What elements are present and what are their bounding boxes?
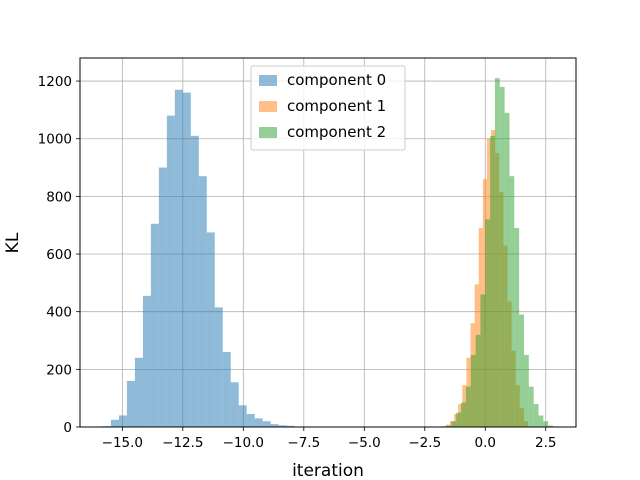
- histogram-bar: [519, 314, 524, 427]
- histogram-bar: [262, 421, 271, 427]
- histogram-bar: [230, 382, 239, 427]
- histogram-bar: [465, 386, 471, 427]
- legend-label: component 1: [287, 97, 386, 115]
- y-tick-label: 600: [46, 247, 72, 263]
- histogram-bar: [198, 176, 207, 427]
- histogram-bar: [254, 418, 263, 427]
- histogram-bar: [246, 414, 255, 427]
- histogram-bar: [528, 386, 534, 427]
- histogram-bars: [102, 78, 558, 427]
- histogram-bar: [286, 425, 295, 427]
- histogram-bar: [475, 334, 481, 427]
- x-axis-ticks: −15.0 −12.5 −10.0 −7.5 −5.0 −2.5 0.0 2.5: [102, 427, 556, 451]
- histogram-bar: [166, 115, 175, 427]
- histogram-bar: [456, 412, 462, 427]
- plot-frame: [79, 57, 577, 428]
- histogram-bar: [110, 419, 119, 427]
- series-2-bars: [446, 78, 558, 427]
- histogram-bar: [270, 424, 279, 427]
- histogram-bar: [222, 352, 231, 427]
- histogram-bar: [490, 135, 495, 427]
- histogram-bar: [538, 415, 544, 427]
- histogram-bar: [174, 89, 183, 427]
- series-0-bars: [102, 89, 295, 427]
- histogram-bar: [454, 414, 459, 427]
- y-tick-label: 400: [46, 305, 72, 321]
- histogram-bar: [504, 112, 510, 427]
- histogram-bar: [278, 425, 287, 427]
- histogram-bar: [451, 421, 457, 427]
- histogram-bar: [126, 380, 135, 427]
- legend-label: component 2: [287, 123, 386, 141]
- x-tick-label: −2.5: [408, 435, 441, 451]
- x-tick-label: 0.0: [475, 435, 496, 451]
- histogram-bar: [182, 92, 191, 427]
- histogram-bar: [446, 425, 452, 427]
- histogram-bar: [533, 403, 539, 427]
- y-tick-label: 1200: [38, 74, 72, 90]
- y-tick-label: 800: [46, 189, 72, 205]
- legend-swatch: [259, 75, 277, 86]
- histogram-bar: [134, 357, 143, 427]
- y-tick-label: 1000: [38, 132, 72, 148]
- x-tick-label: −7.5: [287, 435, 320, 451]
- x-tick-label: −12.5: [162, 435, 203, 451]
- histogram-bar: [158, 167, 167, 427]
- histogram-bar: [480, 294, 486, 427]
- x-tick-label: −10.0: [223, 435, 264, 451]
- x-tick-label: 2.5: [535, 435, 556, 451]
- histogram-bar: [509, 176, 515, 427]
- y-tick-label: 0: [63, 420, 72, 436]
- legend-swatch: [259, 127, 277, 138]
- x-tick-label: −5.0: [348, 435, 381, 451]
- x-tick-label: −15.0: [102, 435, 143, 451]
- y-axis-ticks: 0 200 400 600 800 1000 1200: [38, 74, 80, 436]
- legend-box: [250, 65, 406, 151]
- y-tick-label: 200: [46, 362, 72, 378]
- x-axis-label: iteration: [292, 461, 364, 480]
- legend: component 0 component 1 component 2: [250, 65, 406, 151]
- histogram-bar: [206, 232, 215, 427]
- histogram-bar: [523, 354, 529, 427]
- histogram-bar: [142, 295, 151, 427]
- histogram-bar: [461, 402, 466, 427]
- histogram-bar: [214, 307, 223, 427]
- histogram-bar: [494, 78, 500, 427]
- histogram-bar: [238, 405, 247, 427]
- histogram-bar: [514, 228, 520, 427]
- histogram-bar: [485, 219, 491, 427]
- legend-swatch: [259, 101, 277, 112]
- histogram-bar: [543, 421, 549, 427]
- histogram-bar: [470, 354, 476, 427]
- histogram-bar: [548, 425, 554, 427]
- histogram-bar: [118, 415, 127, 427]
- y-axis-label: KL: [3, 232, 23, 253]
- histogram-bar: [150, 223, 159, 427]
- legend-label: component 0: [287, 71, 386, 89]
- histogram-bar: [190, 135, 199, 427]
- histogram-bar: [499, 86, 505, 427]
